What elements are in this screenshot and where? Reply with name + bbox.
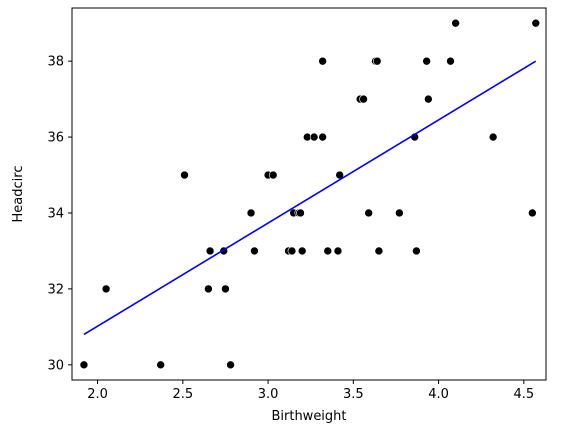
x-tick-label: 2.5 bbox=[172, 387, 193, 402]
data-point bbox=[323, 246, 333, 256]
data-point bbox=[531, 18, 541, 28]
plot-frame bbox=[71, 7, 547, 381]
data-point bbox=[446, 56, 455, 66]
data-point bbox=[359, 94, 368, 104]
data-point bbox=[374, 246, 384, 256]
y-tick-label: 32 bbox=[47, 282, 64, 297]
data-point bbox=[412, 246, 421, 256]
y-axis-label: Headcirc bbox=[11, 166, 26, 223]
data-point bbox=[180, 170, 189, 180]
x-tick-label: 3.0 bbox=[258, 387, 279, 402]
y-axis-ticks: 30 32 34 36 38 bbox=[47, 55, 72, 373]
data-point bbox=[528, 208, 537, 218]
data-point bbox=[451, 18, 460, 28]
x-tick-label: 4.0 bbox=[428, 387, 449, 402]
y-tick-label: 34 bbox=[47, 206, 64, 221]
data-point bbox=[297, 246, 307, 256]
data-point bbox=[488, 132, 498, 142]
x-axis-label: Birthweight bbox=[271, 409, 346, 424]
data-point bbox=[79, 360, 89, 370]
regression-line bbox=[83, 60, 537, 336]
data-point bbox=[333, 246, 343, 256]
data-point bbox=[395, 208, 404, 218]
data-point bbox=[372, 56, 382, 66]
x-tick-label: 3.5 bbox=[343, 387, 364, 402]
data-point bbox=[246, 208, 256, 218]
y-tick-label: 36 bbox=[47, 131, 64, 146]
data-point bbox=[424, 94, 433, 104]
regression-line-group bbox=[83, 60, 537, 336]
y-tick-label: 38 bbox=[47, 55, 64, 70]
data-point bbox=[296, 208, 305, 218]
data-point bbox=[204, 284, 213, 294]
plot-area bbox=[71, 7, 547, 381]
x-tick-label: 2.0 bbox=[87, 387, 108, 402]
data-point bbox=[156, 360, 165, 370]
y-tick-label: 30 bbox=[47, 358, 64, 373]
x-tick-label: 4.5 bbox=[513, 387, 534, 402]
data-point bbox=[364, 208, 373, 218]
data-point bbox=[287, 246, 297, 256]
x-axis-ticks: 2.0 2.5 3.0 3.5 4.0 4.5 bbox=[87, 380, 534, 402]
data-point bbox=[318, 56, 327, 66]
data-point bbox=[205, 246, 215, 256]
data-point bbox=[226, 360, 235, 370]
data-point bbox=[268, 170, 278, 180]
data-point bbox=[422, 56, 431, 66]
data-point bbox=[250, 246, 259, 256]
data-point bbox=[318, 132, 327, 142]
data-point bbox=[309, 132, 319, 142]
data-point bbox=[101, 284, 111, 294]
data-points bbox=[79, 18, 541, 370]
data-point bbox=[221, 284, 230, 294]
